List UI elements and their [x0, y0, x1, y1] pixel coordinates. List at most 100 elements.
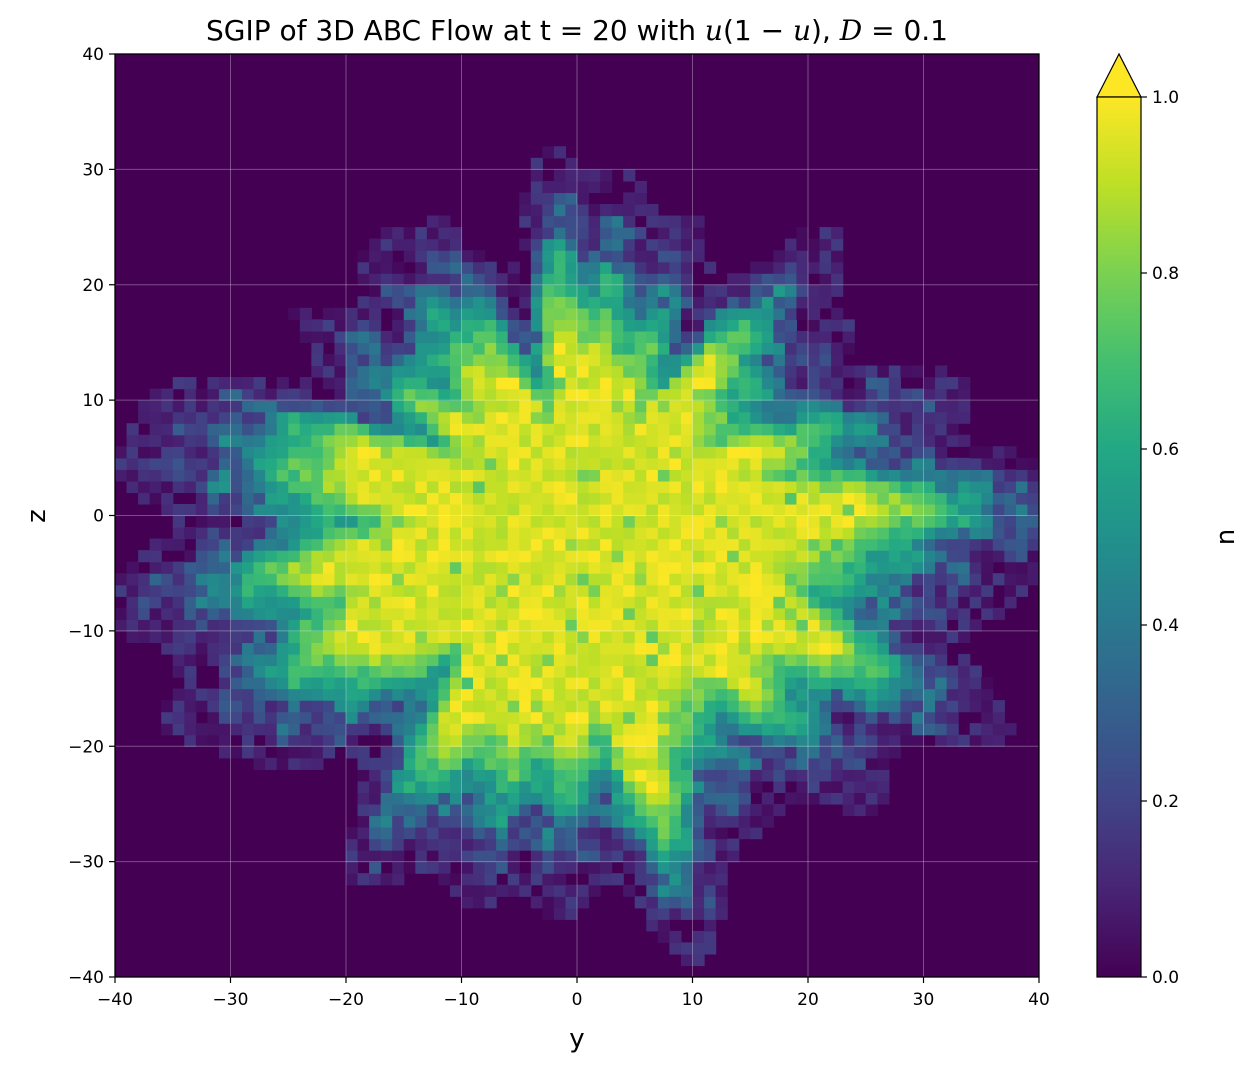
heatmap-cell — [207, 573, 220, 586]
heatmap-cell — [415, 330, 428, 344]
heatmap-cell — [715, 619, 728, 632]
heatmap-cell — [357, 688, 370, 701]
heatmap-cell — [958, 538, 971, 551]
heatmap-cell — [426, 561, 439, 574]
heatmap-cell — [195, 538, 208, 551]
heatmap-cell — [426, 215, 439, 228]
heatmap-cell — [415, 642, 428, 655]
heatmap-cell — [253, 584, 266, 597]
heatmap-cell — [218, 573, 232, 586]
heatmap-cell — [600, 584, 613, 597]
heatmap-cell — [542, 688, 555, 701]
heatmap-cell — [969, 492, 982, 505]
heatmap-cell — [473, 700, 486, 713]
heatmap-cell — [969, 700, 982, 713]
heatmap-cell — [565, 884, 578, 897]
heatmap-cell — [773, 573, 786, 586]
heatmap-cell — [311, 457, 324, 470]
heatmap-cell — [149, 411, 162, 424]
colorbar-tick-label: 0.2 — [1152, 792, 1179, 812]
heatmap-cell — [415, 273, 428, 286]
heatmap-cell — [692, 480, 705, 494]
heatmap-cell — [149, 434, 162, 447]
heatmap-cell — [611, 457, 624, 470]
heatmap-cell — [623, 353, 636, 367]
heatmap-cell — [669, 469, 682, 482]
heatmap-cell — [761, 700, 774, 713]
heatmap-cell — [623, 792, 636, 805]
heatmap-cell — [392, 261, 405, 274]
heatmap-cell — [149, 469, 162, 482]
heatmap-cell — [634, 411, 647, 424]
heatmap-cell — [715, 838, 728, 851]
heatmap-cell — [299, 492, 312, 505]
heatmap-cell — [357, 561, 370, 574]
heatmap-cell — [449, 827, 463, 840]
heatmap-cell — [577, 515, 590, 528]
heatmap-cell — [565, 434, 578, 447]
heatmap-cell — [461, 296, 474, 309]
heatmap-cell — [484, 446, 497, 459]
heatmap-cell — [449, 711, 463, 724]
heatmap-cell — [542, 573, 555, 586]
heatmap-cell — [854, 619, 867, 632]
heatmap-cell — [288, 584, 301, 597]
heatmap-cell — [600, 353, 613, 367]
heatmap-cell — [727, 480, 740, 494]
heatmap-cell — [542, 296, 555, 309]
heatmap-cell — [819, 469, 832, 482]
heatmap-cell — [519, 653, 532, 667]
heatmap-cell — [149, 630, 162, 644]
heatmap-cell — [680, 665, 694, 678]
heatmap-cell — [888, 584, 901, 597]
heatmap-cell — [438, 838, 451, 851]
heatmap-cell — [704, 365, 717, 378]
heatmap-cell — [888, 630, 901, 644]
heatmap-cell — [704, 861, 717, 874]
heatmap-cell — [738, 503, 751, 517]
heatmap-cell — [669, 619, 682, 632]
heatmap-cell — [415, 838, 428, 851]
heatmap-cell — [646, 527, 659, 540]
heatmap-cell — [588, 457, 601, 470]
heatmap-cell — [634, 284, 647, 297]
heatmap-cell — [831, 619, 844, 632]
heatmap-cell — [773, 284, 786, 297]
heatmap-cell — [553, 653, 567, 667]
heatmap-cell — [426, 861, 439, 874]
heatmap-cell — [715, 573, 728, 586]
heatmap-cell — [392, 307, 405, 320]
heatmap-cell — [727, 434, 740, 447]
heatmap-cell — [172, 480, 185, 494]
heatmap-cell — [276, 573, 289, 586]
heatmap-cell — [808, 457, 821, 470]
heatmap-cell — [577, 896, 590, 909]
heatmap-cell — [449, 411, 463, 424]
heatmap-cell — [819, 677, 832, 690]
heatmap-cell — [600, 411, 613, 424]
heatmap-cell — [646, 780, 659, 793]
heatmap-cell — [680, 561, 694, 574]
heatmap-cell — [438, 238, 451, 251]
heatmap-cell — [761, 619, 774, 632]
heatmap-cell — [634, 827, 647, 840]
heatmap-cell — [415, 584, 428, 597]
heatmap-cell — [669, 873, 682, 886]
heatmap-cell — [842, 480, 855, 494]
heatmap-cell — [403, 596, 416, 609]
heatmap-cell — [218, 411, 232, 424]
heatmap-cell — [946, 457, 959, 470]
heatmap-cell — [530, 330, 543, 344]
heatmap-cell — [911, 734, 925, 747]
heatmap-cell — [1015, 584, 1029, 597]
heatmap-cell — [553, 492, 567, 505]
heatmap-cell — [946, 469, 959, 482]
heatmap-cell — [692, 353, 705, 367]
heatmap-cell — [565, 503, 578, 517]
heatmap-cell — [646, 400, 659, 413]
heatmap-cell — [542, 642, 555, 655]
heatmap-cell — [138, 492, 151, 505]
heatmap-cell — [553, 457, 567, 470]
heatmap-cell — [600, 827, 613, 840]
heatmap-cell — [831, 446, 844, 459]
